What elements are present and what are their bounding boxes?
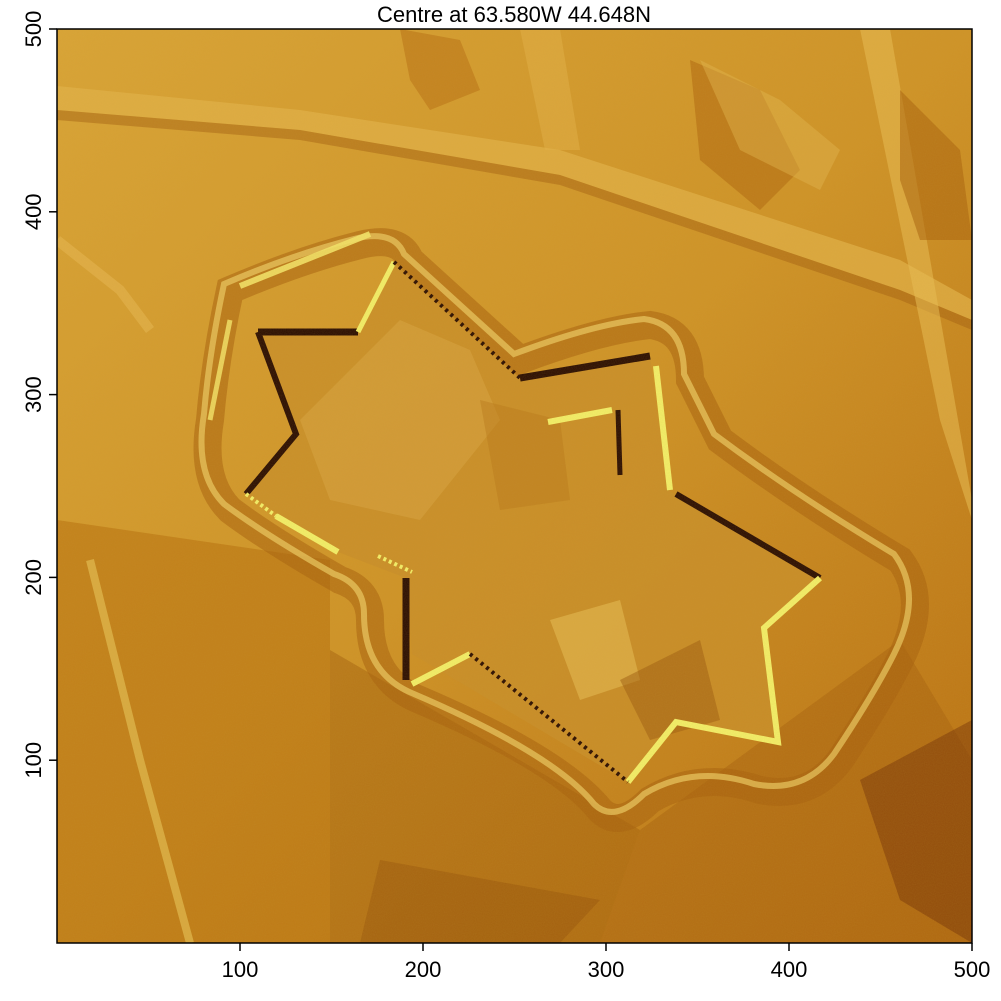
hillshade-raster [57, 29, 972, 943]
y-tick-label: 100 [21, 742, 46, 779]
plot-title: Centre at 63.580W 44.648N [377, 2, 651, 27]
y-tick-label: 200 [21, 559, 46, 596]
x-tick-label: 300 [588, 957, 625, 982]
x-axis: 100 200 300 400 500 [222, 943, 991, 982]
plot-frame [56, 28, 973, 944]
y-tick-label: 300 [21, 376, 46, 413]
y-axis: 100 200 300 400 500 [21, 11, 57, 779]
x-tick-label: 100 [222, 957, 259, 982]
y-tick-label: 500 [21, 11, 46, 48]
x-tick-label: 400 [771, 957, 808, 982]
x-tick-label: 200 [405, 957, 442, 982]
x-tick-label: 500 [954, 957, 991, 982]
y-tick-label: 400 [21, 193, 46, 230]
